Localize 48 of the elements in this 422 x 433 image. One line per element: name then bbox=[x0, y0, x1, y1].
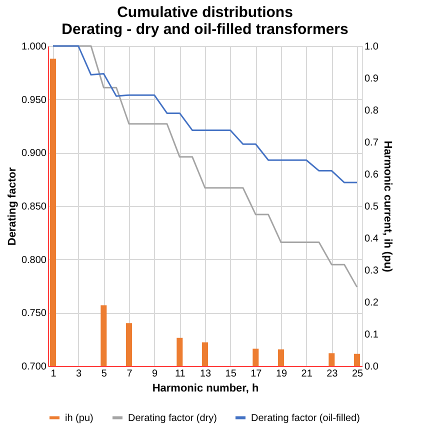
bar bbox=[176, 338, 183, 366]
y-tick-label: 0.900 bbox=[21, 148, 47, 160]
y2-tick-label: 0.0 bbox=[364, 362, 379, 372]
y-tick-label: 0.850 bbox=[21, 202, 47, 212]
y2-tick-label: 0.4 bbox=[364, 234, 379, 244]
y2-tick-label: 0.5 bbox=[364, 202, 379, 212]
y2-tick-label: 0.2 bbox=[364, 298, 379, 308]
x-tick-label: 13 bbox=[200, 368, 212, 380]
y2-tick-label: 0.3 bbox=[364, 266, 379, 276]
x-tick-label: 19 bbox=[276, 368, 288, 380]
bar bbox=[126, 323, 132, 366]
x-tick-label: 21 bbox=[301, 368, 313, 380]
y2-tick-label: 0.1 bbox=[364, 330, 379, 340]
legend-label: Derating factor (dry) bbox=[128, 412, 217, 424]
x-tick-label: 9 bbox=[152, 368, 158, 380]
bar bbox=[202, 342, 208, 366]
x-tick-label: 17 bbox=[250, 368, 262, 380]
x-tick-label: 5 bbox=[101, 368, 108, 380]
y2-tick-label: 1.0 bbox=[364, 42, 379, 52]
bar bbox=[328, 353, 335, 366]
legend-label: ih (pu) bbox=[65, 412, 94, 424]
legend-label: Derating factor (oil-filled) bbox=[251, 412, 360, 424]
x-tick-label: 23 bbox=[326, 368, 338, 380]
y2-tick-label: 0.9 bbox=[364, 74, 379, 84]
x-axis-title: Harmonic number, h bbox=[152, 382, 259, 394]
y2-tick-label: 0.7 bbox=[364, 138, 379, 148]
y2-tick-label: 0.8 bbox=[364, 106, 379, 116]
bar bbox=[50, 58, 56, 366]
x-tick-label: 15 bbox=[225, 368, 237, 380]
y-tick-label: 0.950 bbox=[21, 94, 47, 106]
x-tick-label: 25 bbox=[352, 368, 364, 380]
bar bbox=[354, 354, 360, 366]
y2-tick-label: 0.6 bbox=[364, 170, 379, 180]
y-tick-label: 0.800 bbox=[21, 254, 47, 266]
chart-title: Cumulative distributions Derating - dry and oil-filled transformers bbox=[62, 4, 348, 38]
y2-axis-title: Harmonic current, ih (pu) bbox=[381, 140, 394, 273]
x-tick-label: 11 bbox=[174, 368, 186, 380]
x-tick-label: 7 bbox=[126, 368, 133, 380]
y-tick-label: 0.750 bbox=[21, 308, 47, 320]
bar bbox=[252, 348, 259, 366]
y-axis-title: Derating factor bbox=[6, 166, 18, 246]
x-tick-label: 1 bbox=[50, 368, 57, 380]
y-tick-label: 0.700 bbox=[21, 362, 47, 372]
y-tick-label: 1.000 bbox=[21, 42, 47, 52]
x-tick-label: 3 bbox=[76, 368, 82, 380]
bar bbox=[278, 349, 284, 366]
bar bbox=[100, 305, 107, 366]
line-series bbox=[52, 45, 358, 184]
